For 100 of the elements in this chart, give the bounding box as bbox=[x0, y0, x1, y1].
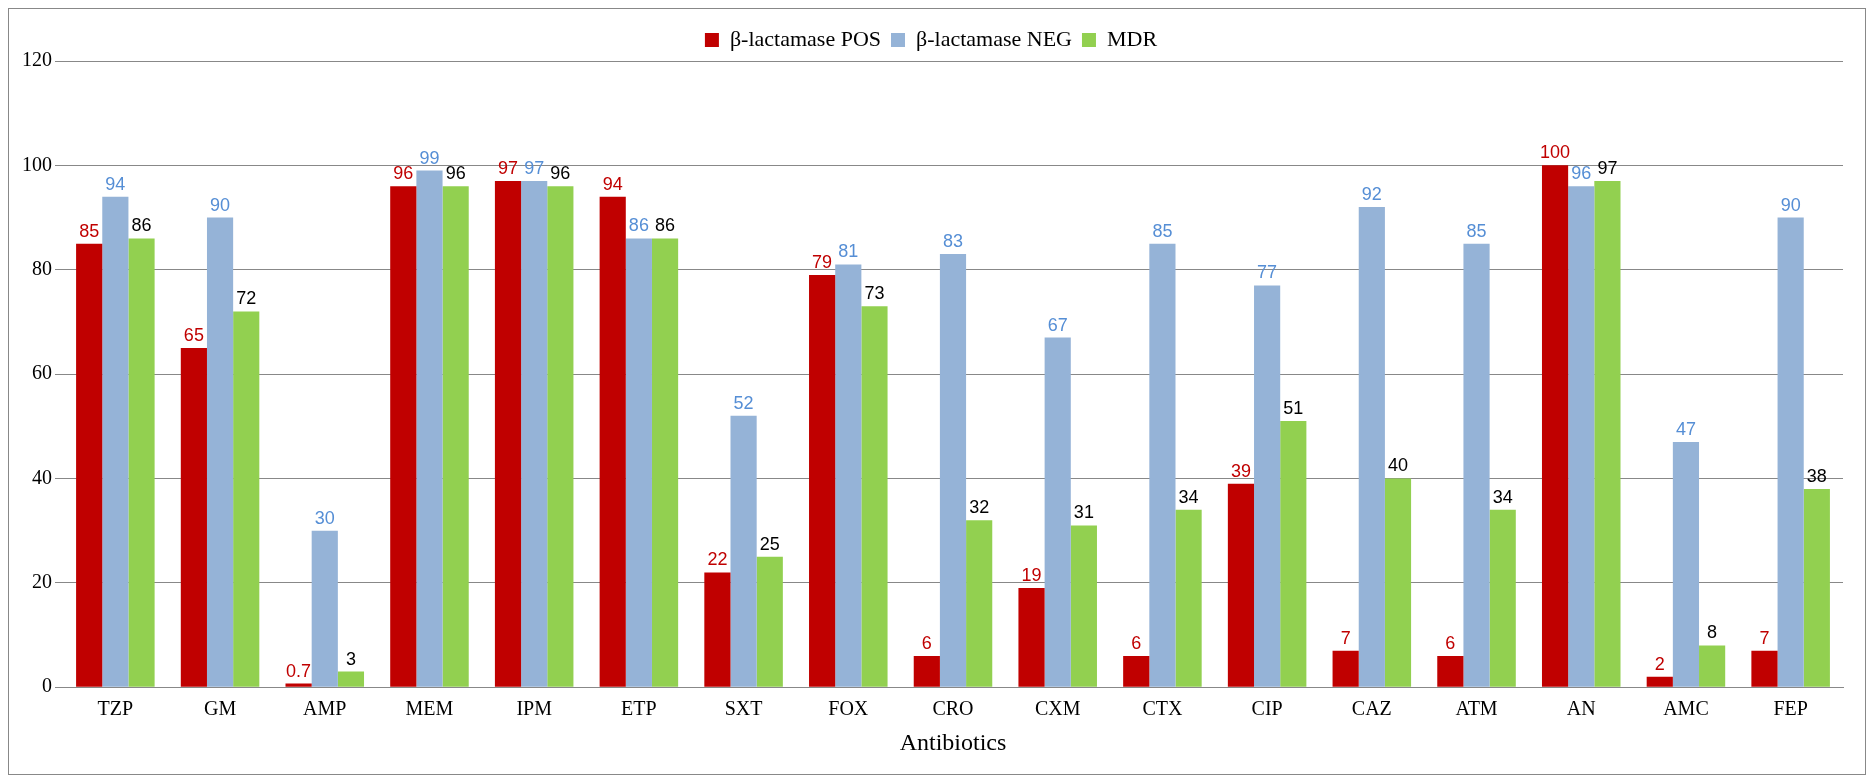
bar bbox=[651, 238, 679, 687]
bar bbox=[1044, 337, 1071, 687]
data-label: 90 bbox=[1780, 194, 1801, 215]
x-tick-label: ATM bbox=[1455, 697, 1498, 720]
data-label: 22 bbox=[707, 549, 728, 570]
bar bbox=[861, 306, 888, 687]
bar bbox=[1070, 525, 1097, 687]
x-axis-title: Antibiotics bbox=[899, 728, 1007, 755]
bar bbox=[102, 196, 129, 687]
bar bbox=[1568, 186, 1595, 687]
bar bbox=[1018, 588, 1045, 687]
legend-label: β-lactamase NEG bbox=[916, 25, 1073, 51]
legend-label: MDR bbox=[1106, 25, 1158, 51]
x-tick-label: AN bbox=[1566, 697, 1596, 720]
bar bbox=[1751, 650, 1778, 687]
x-tick-label: FOX bbox=[828, 697, 869, 720]
data-label: 6 bbox=[1131, 632, 1142, 653]
bar bbox=[835, 264, 862, 687]
data-label: 34 bbox=[1178, 486, 1199, 507]
y-tick-label: 0 bbox=[42, 674, 52, 697]
data-label: 25 bbox=[759, 533, 780, 554]
data-label: 96 bbox=[1571, 163, 1592, 184]
data-label: 67 bbox=[1047, 314, 1068, 335]
bar bbox=[1149, 243, 1176, 687]
bar bbox=[1541, 165, 1569, 687]
data-label: 34 bbox=[1492, 486, 1513, 507]
bar bbox=[939, 254, 967, 687]
data-label: 31 bbox=[1073, 502, 1094, 523]
bar bbox=[1123, 655, 1150, 687]
data-label: 94 bbox=[602, 173, 623, 194]
data-label: 97 bbox=[497, 157, 519, 178]
data-label: 72 bbox=[236, 288, 257, 309]
x-tick-label: MEM bbox=[405, 697, 454, 720]
bar bbox=[442, 186, 469, 687]
legend-label: β-lactamase POS bbox=[729, 25, 882, 51]
data-label: 99 bbox=[419, 147, 440, 168]
bar bbox=[1175, 509, 1202, 687]
bar bbox=[233, 311, 260, 687]
bar bbox=[809, 274, 836, 687]
bar bbox=[1332, 650, 1359, 687]
bar bbox=[416, 170, 443, 687]
bar bbox=[285, 683, 312, 687]
bar bbox=[1672, 441, 1700, 687]
data-label: 6 bbox=[1445, 632, 1456, 653]
y-tick-label: 60 bbox=[32, 361, 52, 384]
data-label: 90 bbox=[210, 194, 231, 215]
y-tick-label: 100 bbox=[22, 152, 52, 175]
data-label: 32 bbox=[969, 497, 990, 518]
data-label: 85 bbox=[79, 220, 100, 241]
bar bbox=[1463, 243, 1490, 687]
bar bbox=[1777, 217, 1804, 687]
x-tick-label: CXM bbox=[1034, 697, 1081, 720]
bar bbox=[1254, 285, 1281, 687]
bar bbox=[494, 181, 522, 687]
bar bbox=[180, 348, 207, 687]
y-tick-label: 20 bbox=[32, 570, 52, 593]
data-label: 39 bbox=[1230, 460, 1251, 481]
data-label: 96 bbox=[550, 163, 571, 184]
data-label: 51 bbox=[1283, 398, 1304, 419]
bar bbox=[1437, 655, 1464, 687]
data-label: 7 bbox=[1340, 627, 1351, 648]
data-label: 92 bbox=[1361, 184, 1382, 205]
x-tick-label: GM bbox=[203, 697, 237, 720]
data-label: 30 bbox=[314, 507, 335, 528]
bar bbox=[1699, 645, 1726, 687]
bar bbox=[1489, 509, 1516, 687]
x-tick-label: FEP bbox=[1773, 697, 1808, 720]
x-tick-label: CRO bbox=[932, 697, 974, 720]
data-label: 73 bbox=[864, 283, 885, 304]
data-label: 7 bbox=[1759, 627, 1770, 648]
data-label: 96 bbox=[445, 163, 466, 184]
bar bbox=[1594, 181, 1621, 687]
data-label: 86 bbox=[655, 215, 676, 236]
x-tick-label: CTX bbox=[1142, 697, 1183, 720]
bar bbox=[390, 186, 417, 687]
x-tick-label: CIP bbox=[1251, 697, 1283, 720]
data-label: 100 bbox=[1540, 142, 1571, 163]
bar bbox=[599, 196, 626, 687]
x-tick-label: AMP bbox=[303, 697, 347, 720]
data-label: 3 bbox=[345, 648, 356, 669]
data-label: 0.7 bbox=[286, 660, 312, 681]
data-label: 52 bbox=[733, 392, 754, 413]
data-label: 6 bbox=[921, 632, 932, 653]
data-label: 86 bbox=[628, 215, 649, 236]
bar bbox=[966, 520, 993, 687]
x-tick-label: AMC bbox=[1663, 697, 1709, 720]
data-label: 86 bbox=[131, 215, 152, 236]
data-label: 85 bbox=[1152, 220, 1173, 241]
data-label: 79 bbox=[812, 251, 833, 272]
data-label: 94 bbox=[105, 173, 126, 194]
data-label: 65 bbox=[183, 324, 204, 345]
bar bbox=[337, 671, 365, 687]
data-label: 40 bbox=[1387, 455, 1409, 476]
bar bbox=[704, 572, 731, 687]
bar bbox=[1227, 483, 1255, 687]
data-label: 47 bbox=[1675, 418, 1696, 439]
bar bbox=[1646, 676, 1673, 687]
data-label: 81 bbox=[838, 241, 859, 262]
bar bbox=[521, 181, 548, 687]
bar bbox=[206, 217, 234, 687]
